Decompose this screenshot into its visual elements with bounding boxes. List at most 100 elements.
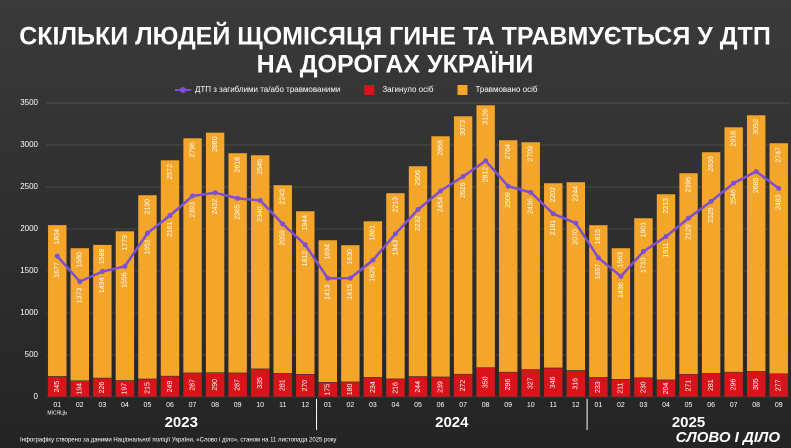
value-label: 2626	[460, 182, 467, 198]
x-tick-label: 06	[166, 402, 174, 409]
bar	[205, 132, 225, 373]
value-label: 272	[460, 380, 467, 392]
value-label: 1413	[325, 284, 332, 300]
x-tick-label: 03	[98, 402, 106, 409]
x-tick-label: 07	[730, 402, 738, 409]
x-tick-label: 08	[211, 402, 219, 409]
value-label: 1657	[595, 264, 602, 280]
year-label: 2023	[165, 414, 198, 431]
bar	[227, 152, 248, 374]
line-point	[370, 257, 376, 263]
x-tick-label: 11	[550, 402, 557, 409]
value-label: 245	[54, 381, 61, 393]
bar	[430, 135, 451, 378]
line-point	[776, 185, 782, 191]
line-point	[528, 189, 534, 195]
bar	[363, 220, 383, 378]
value-label: 2059	[280, 230, 287, 246]
value-label: 1494	[99, 277, 106, 293]
value-label: 1804	[54, 229, 61, 245]
line-point	[190, 193, 196, 199]
value-label: 2764	[505, 144, 512, 160]
x-tick-label: 04	[662, 402, 670, 409]
x-tick-label: 09	[234, 402, 242, 409]
value-label: 327	[528, 377, 535, 389]
x-tick-label: 04	[121, 402, 129, 409]
y-tick-label: 1500	[20, 266, 38, 275]
value-label: 239	[437, 381, 444, 393]
x-tick-label: 02	[346, 402, 354, 409]
value-label: 346	[550, 377, 557, 389]
value-label: 1436	[618, 282, 625, 298]
legend-label: ДТП з загиблими та/або травмованими	[195, 85, 340, 94]
line-point	[550, 211, 556, 217]
line-point	[144, 230, 150, 236]
line-point	[640, 248, 646, 254]
value-label: 2747	[776, 147, 783, 163]
x-tick-label: 09	[775, 402, 783, 409]
bar	[295, 210, 315, 375]
y-tick-label: 500	[25, 350, 39, 359]
value-label: 234	[370, 381, 377, 393]
value-label: 230	[640, 381, 647, 393]
value-label: 1563	[618, 252, 625, 268]
value-label: 180	[347, 383, 354, 395]
y-tick-label: 2000	[20, 224, 38, 233]
bar	[633, 217, 654, 378]
value-label: 281	[708, 379, 715, 391]
value-label: 305	[753, 378, 760, 390]
value-label: 233	[595, 381, 602, 393]
value-label: 2812	[482, 167, 489, 183]
x-tick-label: 06	[707, 402, 715, 409]
value-label: 1911	[663, 242, 670, 257]
line-point	[54, 253, 60, 259]
value-label: 226	[99, 382, 106, 394]
bar	[250, 154, 270, 370]
bar	[678, 172, 699, 375]
value-label: 1694	[325, 244, 332, 260]
bar	[408, 165, 428, 377]
x-tick-label: 01	[53, 402, 61, 409]
line-point	[212, 190, 218, 196]
value-label: 1629	[370, 266, 377, 282]
value-label: 215	[144, 382, 151, 394]
x-tick-label: 02	[76, 402, 84, 409]
value-label: 194	[77, 383, 84, 395]
value-label: 2244	[573, 186, 580, 202]
x-tick-label: 01	[594, 402, 602, 409]
value-label: 350	[482, 376, 489, 388]
value-label: 1815	[595, 229, 602, 245]
bar	[701, 151, 721, 374]
value-label: 281	[280, 379, 287, 391]
x-tick-label: 04	[392, 402, 400, 409]
x-tick-label: 07	[189, 402, 197, 409]
bar	[543, 182, 563, 369]
value-label: 2243	[280, 189, 287, 205]
value-label: 1943	[392, 240, 399, 256]
year-label: 2024	[435, 414, 469, 431]
value-label: 2685	[753, 177, 760, 193]
value-label: 2618	[234, 157, 241, 173]
value-label: 2546	[257, 159, 264, 175]
value-label: 1373	[77, 288, 84, 304]
value-label: 1944	[302, 215, 309, 231]
x-tick-label: 10	[256, 402, 264, 409]
bar	[182, 137, 203, 374]
bar	[769, 142, 789, 374]
line-point	[280, 221, 286, 227]
bar	[115, 230, 135, 381]
logo: СЛОВО І ДІЛО	[676, 429, 781, 446]
line-point	[663, 233, 669, 239]
value-label: 1677	[54, 262, 61, 278]
line-point	[257, 197, 263, 203]
value-label: 2232	[415, 215, 422, 231]
bar	[746, 114, 766, 372]
value-label: 2509	[505, 192, 512, 208]
bar	[611, 247, 631, 380]
value-label: 270	[302, 380, 309, 392]
value-label: 249	[167, 381, 174, 393]
chart-subtitle: НА ДОРОГАХ УКРАЇНИ	[257, 51, 534, 79]
value-label: 2483	[776, 194, 783, 210]
x-axis-label: МІСЯЦЬ	[47, 410, 67, 416]
